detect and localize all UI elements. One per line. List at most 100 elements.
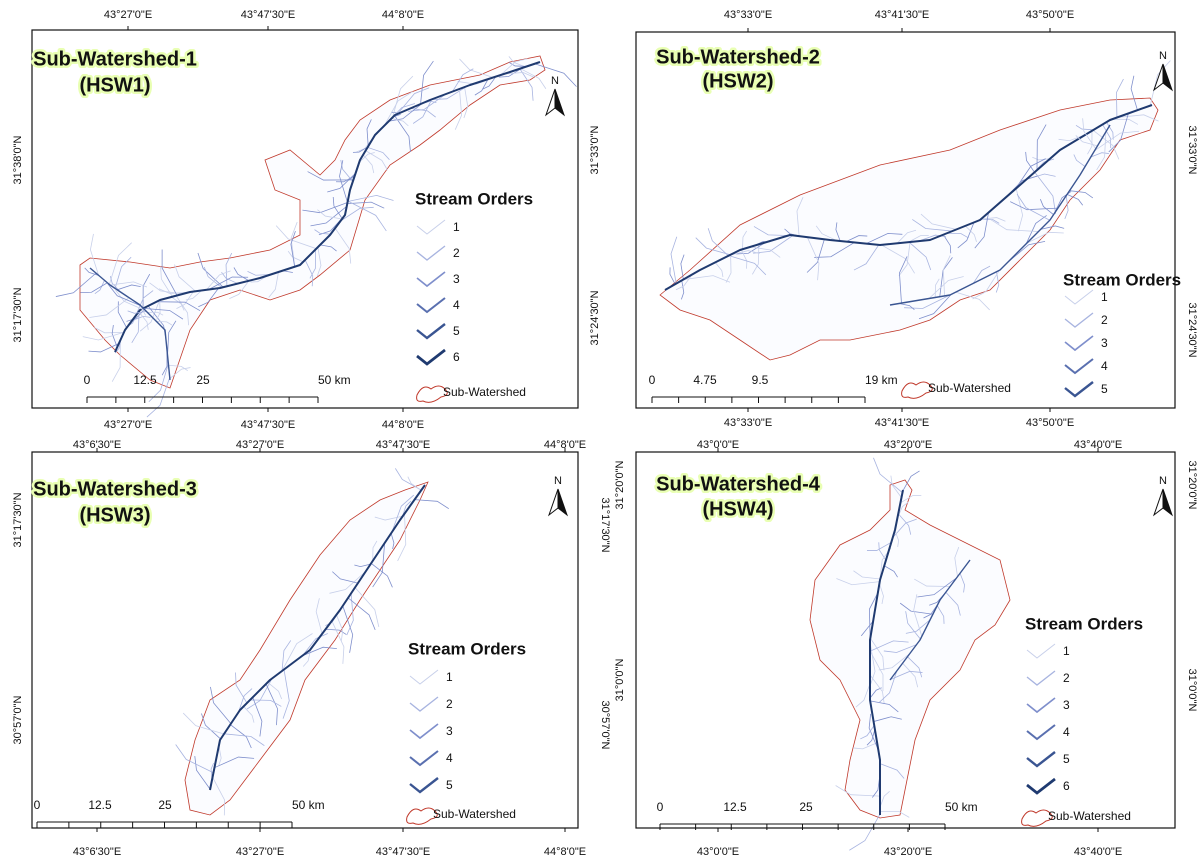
stream [354, 563, 371, 568]
stream [1130, 75, 1138, 111]
stream [309, 249, 316, 279]
stream [912, 219, 953, 232]
legend-symbol [416, 219, 446, 235]
stream [117, 284, 141, 291]
bottom-tick-label: 43°27'0"E [236, 846, 284, 858]
stream [1082, 118, 1097, 150]
stream [206, 270, 231, 291]
stream [1069, 190, 1094, 199]
stream [372, 540, 378, 561]
stream [127, 310, 147, 314]
stream [1025, 151, 1035, 173]
stream [1149, 60, 1171, 106]
scale-label: 0 [34, 798, 41, 812]
bottom-tick-label: 43°20'0"E [884, 846, 932, 858]
stream [175, 295, 190, 326]
stream [459, 58, 494, 78]
legend-symbol [416, 271, 446, 288]
stream [898, 303, 915, 310]
stream [290, 221, 298, 267]
map-frame [635, 31, 1176, 409]
stream [147, 311, 164, 316]
stream [917, 577, 957, 598]
north-arrow [1162, 488, 1174, 517]
legend-label: 2 [446, 697, 453, 711]
stream [281, 640, 292, 672]
stream [853, 742, 878, 750]
legend-symbol [409, 696, 439, 712]
right-tick-label: 31°17'30"N [599, 497, 611, 552]
stream [401, 500, 412, 517]
stream [897, 513, 912, 535]
stream [131, 315, 151, 321]
right-tick-label: 31°20'0"N [1186, 461, 1198, 510]
stream [894, 530, 900, 548]
stream [290, 230, 296, 267]
stream [407, 476, 422, 491]
stream [315, 598, 323, 634]
main-stream [664, 104, 1153, 291]
stream [1092, 129, 1120, 160]
main-stream [114, 61, 541, 353]
stream [314, 229, 331, 235]
stream [534, 63, 577, 87]
stream [302, 202, 348, 214]
stream [156, 301, 201, 312]
stream [980, 217, 1006, 222]
stream [268, 271, 279, 298]
north-arrow [557, 488, 569, 517]
stream [90, 233, 99, 276]
scale-label: 0 [657, 800, 664, 814]
stream [210, 762, 215, 780]
stream [174, 264, 196, 292]
stream [148, 363, 169, 403]
stream [340, 159, 354, 182]
stream [354, 587, 380, 628]
left-tick-label: 31°24'30"N [589, 290, 601, 345]
stream [908, 235, 929, 243]
stream [873, 457, 903, 493]
stream [889, 559, 971, 681]
stream [352, 146, 369, 153]
stream [474, 78, 489, 96]
legend-label: 1 [1101, 290, 1108, 304]
stream [1032, 156, 1051, 161]
stream [990, 219, 1039, 232]
stream [974, 212, 989, 249]
stream [519, 68, 534, 101]
scale-label: 4.75 [693, 373, 717, 387]
stream [203, 266, 222, 288]
legend-symbol [409, 777, 439, 794]
legend-label: 4 [446, 751, 453, 765]
stream [325, 628, 347, 635]
stream [221, 272, 238, 284]
stream [109, 276, 121, 293]
stream [146, 377, 171, 418]
stream [463, 86, 469, 119]
stream [670, 236, 678, 284]
stream [890, 475, 902, 498]
legend-symbol [416, 245, 446, 261]
stream [346, 593, 354, 636]
stream [1034, 171, 1056, 214]
stream [175, 744, 214, 774]
stream [898, 241, 911, 277]
stream [870, 700, 899, 713]
stream [224, 733, 265, 746]
stream [860, 725, 875, 740]
stream [806, 239, 825, 273]
stream [836, 578, 880, 586]
left-tick-label: 31°17'30"N [12, 492, 24, 547]
stream [250, 699, 282, 707]
stream [182, 712, 225, 735]
right-tick-label: 31°0'0"N [1186, 669, 1198, 712]
panel-title: Sub-Watershed-4 [656, 473, 821, 495]
stream [972, 265, 991, 284]
watershed-1 [79, 55, 546, 389]
top-tick-label: 43°50'0"E [1026, 9, 1074, 21]
stream [683, 275, 731, 283]
stream [878, 542, 887, 561]
stream [94, 327, 124, 334]
stream [390, 533, 395, 550]
